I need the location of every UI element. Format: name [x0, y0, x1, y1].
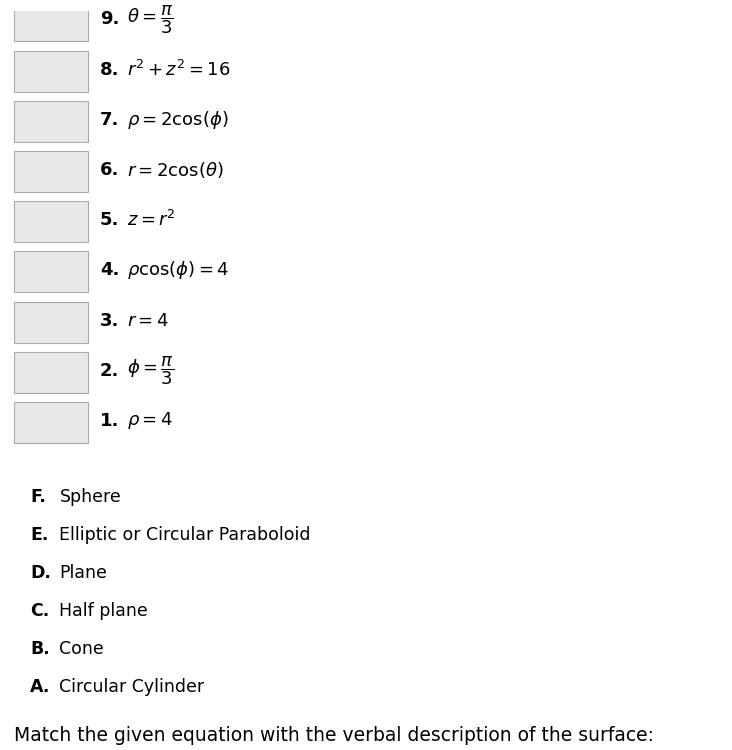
FancyBboxPatch shape — [15, 201, 89, 242]
Text: C.: C. — [31, 602, 50, 620]
Text: Match the given equation with the verbal description of the surface:: Match the given equation with the verbal… — [15, 726, 654, 745]
FancyBboxPatch shape — [15, 50, 89, 92]
FancyBboxPatch shape — [15, 151, 89, 192]
Text: D.: D. — [31, 564, 51, 582]
Text: $\rho\cos(\phi) = 4$: $\rho\cos(\phi) = 4$ — [127, 260, 229, 281]
Text: 5.: 5. — [100, 211, 119, 230]
Text: Circular Cylinder: Circular Cylinder — [59, 678, 204, 696]
Text: 1.: 1. — [100, 412, 119, 430]
FancyBboxPatch shape — [15, 402, 89, 443]
Text: Plane: Plane — [59, 564, 108, 582]
Text: Half plane: Half plane — [59, 602, 148, 620]
Text: Sphere: Sphere — [59, 488, 122, 506]
Text: F.: F. — [31, 488, 46, 506]
Text: E.: E. — [31, 526, 49, 544]
Text: $r^2 + z^2 = 16$: $r^2 + z^2 = 16$ — [127, 59, 231, 80]
Text: 4.: 4. — [100, 261, 119, 279]
Text: $\rho = 2\cos(\phi)$: $\rho = 2\cos(\phi)$ — [127, 109, 229, 130]
FancyBboxPatch shape — [15, 251, 89, 292]
Text: $r = 4$: $r = 4$ — [127, 311, 169, 329]
Text: 3.: 3. — [100, 311, 119, 329]
Text: 2.: 2. — [100, 362, 119, 380]
Text: $r = 2\cos(\theta)$: $r = 2\cos(\theta)$ — [127, 160, 224, 180]
Text: $z = r^2$: $z = r^2$ — [127, 210, 176, 230]
FancyBboxPatch shape — [15, 302, 89, 343]
Text: 7.: 7. — [100, 111, 119, 129]
Text: 9.: 9. — [100, 10, 119, 28]
Text: 8.: 8. — [100, 61, 119, 79]
Text: Elliptic or Circular Paraboloid: Elliptic or Circular Paraboloid — [59, 526, 311, 544]
Text: A.: A. — [31, 678, 51, 696]
Text: Cone: Cone — [59, 640, 104, 658]
Text: B.: B. — [31, 640, 51, 658]
FancyBboxPatch shape — [15, 352, 89, 393]
Text: 6.: 6. — [100, 161, 119, 179]
Text: $\phi = \dfrac{\pi}{3}$: $\phi = \dfrac{\pi}{3}$ — [127, 355, 175, 387]
Text: $\theta = \dfrac{\pi}{3}$: $\theta = \dfrac{\pi}{3}$ — [127, 3, 173, 36]
FancyBboxPatch shape — [15, 0, 89, 41]
Text: $\rho = 4$: $\rho = 4$ — [127, 410, 173, 431]
FancyBboxPatch shape — [15, 100, 89, 142]
